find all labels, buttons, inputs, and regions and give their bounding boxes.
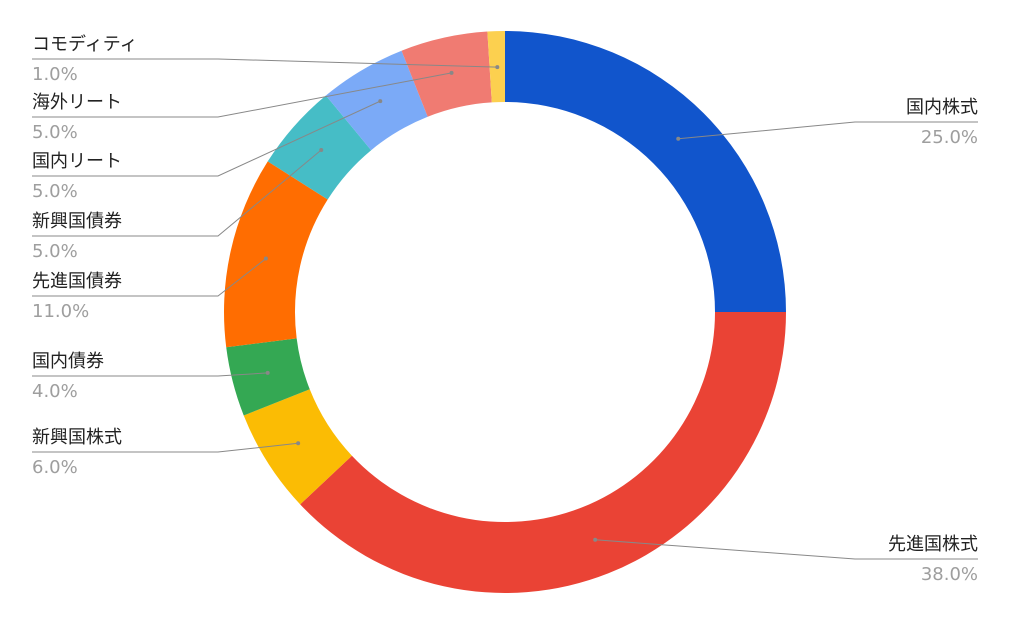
leader-line	[595, 539, 978, 560]
value-label: 4.0%	[32, 381, 78, 402]
leader-line	[32, 442, 299, 453]
value-label: 38.0%	[921, 564, 978, 585]
slice-label: 国内株式	[906, 97, 978, 118]
leader-dot	[676, 136, 681, 141]
value-label: 5.0%	[32, 181, 78, 202]
slice	[224, 161, 328, 348]
value-label: 1.0%	[32, 64, 78, 85]
value-label: 11.0%	[32, 301, 89, 322]
leader-line	[32, 100, 381, 177]
slice-label: 海外リート	[32, 92, 122, 113]
slice	[505, 31, 786, 312]
leader-line	[32, 149, 322, 237]
leader-line	[32, 58, 498, 68]
slice	[226, 338, 310, 416]
value-label: 25.0%	[921, 127, 978, 148]
slice-label: 新興国債券	[32, 211, 122, 232]
slice	[325, 50, 428, 151]
leader-dot	[296, 441, 301, 446]
leader-dot	[449, 70, 454, 75]
leader-line	[32, 372, 268, 377]
slice-label: 先進国株式	[888, 534, 978, 555]
slice-label: コモディティ	[32, 34, 138, 55]
slice	[300, 312, 786, 593]
slice-label: 国内リート	[32, 151, 122, 172]
leader-dot	[378, 99, 383, 104]
slice-label: 新興国株式	[32, 427, 122, 448]
value-label: 5.0%	[32, 122, 78, 143]
value-label: 6.0%	[32, 457, 78, 478]
leader-dot	[319, 147, 324, 152]
leader-dot	[495, 65, 500, 70]
leader-line	[678, 121, 978, 140]
leader-dot	[265, 370, 270, 375]
leader-line	[32, 72, 452, 118]
leader-line	[32, 258, 267, 297]
leader-dot	[263, 256, 268, 261]
slice-label: 先進国債券	[32, 271, 122, 292]
slice	[243, 389, 352, 505]
leader-dot	[593, 537, 598, 542]
value-label: 5.0%	[32, 241, 78, 262]
slice-label: 国内債券	[32, 351, 104, 372]
